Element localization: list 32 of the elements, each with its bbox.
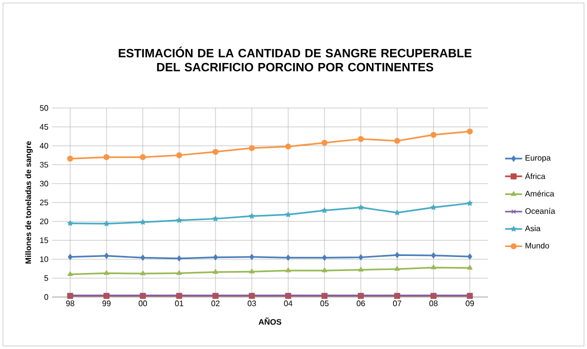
legend-label: América (524, 190, 554, 197)
legend-label: Oceanía (525, 208, 556, 214)
y-axis-title: Millones de toneladas de sangre (25, 141, 33, 264)
x-axis-title: AÑOS (258, 318, 282, 325)
y-tick-label: 45 (40, 124, 48, 130)
y-tick-label: 40 (40, 142, 48, 149)
x-tick-label: 03 (248, 300, 256, 306)
x-tick-label: 00 (138, 300, 147, 306)
x-tick-label: 05 (320, 300, 329, 306)
x-tick-label: 06 (356, 300, 365, 306)
x-tick-label: 02 (211, 300, 220, 306)
x-tick-label: 07 (393, 300, 402, 306)
x-tick-label: 98 (66, 300, 74, 306)
legend-label: África (524, 172, 546, 180)
y-tick-label: 50 (40, 105, 48, 111)
legend-label: Asia (524, 225, 541, 232)
y-tick-label: 20 (40, 218, 48, 224)
y-tick-label: 5 (44, 275, 48, 281)
y-tick-label: 10 (40, 256, 48, 262)
y-tick-label: 0 (44, 294, 48, 300)
y-tick-label: 15 (40, 238, 48, 244)
x-tick-label: 01 (175, 300, 184, 306)
x-tick-label: 04 (284, 300, 292, 306)
legend-label: Europa (526, 155, 551, 162)
x-tick-label: 09 (466, 300, 474, 306)
y-tick-label: 30 (40, 180, 48, 186)
x-tick-label: 08 (429, 300, 438, 306)
y-tick-label: 25 (40, 200, 48, 206)
chart-title: ESTIMACIÓN DE LA CANTIDAD DE SANGRE RECUPERABLE DEL SACRIFICIO PORCINO POR CONTINENTES (118, 46, 472, 72)
legend-label: Mundo (526, 242, 550, 248)
x-tick-label: 99 (102, 300, 111, 306)
y-tick-label: 35 (40, 162, 48, 168)
